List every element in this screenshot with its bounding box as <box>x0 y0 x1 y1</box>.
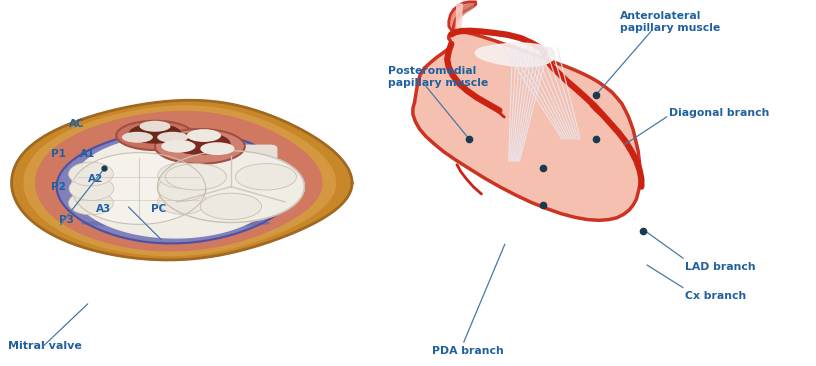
Polygon shape <box>475 43 555 67</box>
Text: AC: AC <box>69 119 85 130</box>
Ellipse shape <box>235 164 296 190</box>
Text: P1: P1 <box>51 149 65 159</box>
Polygon shape <box>56 130 295 243</box>
Text: P2: P2 <box>51 182 65 192</box>
Polygon shape <box>413 31 641 220</box>
Text: PDA branch: PDA branch <box>432 346 504 356</box>
Ellipse shape <box>157 188 206 214</box>
Polygon shape <box>24 106 335 255</box>
Text: Mitral valve: Mitral valve <box>8 341 82 351</box>
Text: Anterolateral
papillary muscle: Anterolateral papillary muscle <box>620 11 721 33</box>
Ellipse shape <box>155 129 245 164</box>
Ellipse shape <box>170 132 230 155</box>
Text: Posteromedial
papillary muscle: Posteromedial papillary muscle <box>388 66 488 88</box>
Text: A1: A1 <box>80 149 95 159</box>
Text: P3: P3 <box>59 214 73 225</box>
Ellipse shape <box>69 191 113 215</box>
Text: PC: PC <box>151 203 166 214</box>
Polygon shape <box>11 100 352 260</box>
Ellipse shape <box>187 129 221 142</box>
Polygon shape <box>455 4 473 30</box>
Text: A2: A2 <box>88 174 104 184</box>
Ellipse shape <box>157 163 206 188</box>
Ellipse shape <box>166 164 227 190</box>
Text: A3: A3 <box>96 203 112 214</box>
Polygon shape <box>72 135 279 238</box>
Text: Diagonal branch: Diagonal branch <box>669 108 769 119</box>
Polygon shape <box>159 156 228 171</box>
Ellipse shape <box>140 121 171 132</box>
Ellipse shape <box>200 142 234 155</box>
FancyBboxPatch shape <box>155 145 277 188</box>
Ellipse shape <box>69 177 114 201</box>
Polygon shape <box>449 2 476 31</box>
Ellipse shape <box>162 140 196 153</box>
Polygon shape <box>74 153 206 224</box>
Ellipse shape <box>122 132 153 143</box>
Ellipse shape <box>116 121 194 150</box>
Ellipse shape <box>201 193 261 220</box>
Text: LAD branch: LAD branch <box>685 262 756 272</box>
Polygon shape <box>82 220 269 226</box>
Polygon shape <box>157 151 304 223</box>
Ellipse shape <box>157 132 188 143</box>
Ellipse shape <box>69 162 113 186</box>
Ellipse shape <box>157 176 206 201</box>
Text: Cx branch: Cx branch <box>685 291 747 302</box>
Polygon shape <box>36 112 322 251</box>
Ellipse shape <box>128 124 181 143</box>
